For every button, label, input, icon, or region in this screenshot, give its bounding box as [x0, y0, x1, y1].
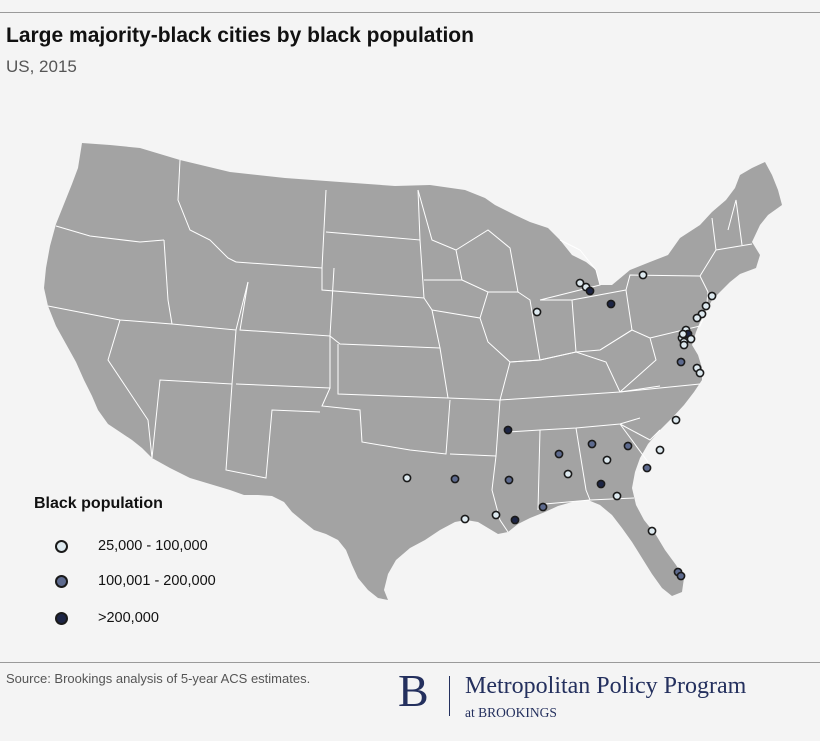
border-mi [539, 239, 601, 301]
city-marker [612, 491, 622, 501]
city-marker [596, 479, 606, 489]
border-az-nm [151, 329, 237, 459]
brookings-logo-letter: B [398, 665, 429, 716]
border-ok-tx [321, 387, 451, 455]
city-marker [538, 502, 548, 512]
city-markers [402, 270, 717, 581]
city-marker [676, 357, 686, 367]
city-marker [686, 334, 696, 344]
city-marker [575, 278, 585, 288]
border-wi-il [455, 229, 519, 293]
legend-item-medium: 100,001 - 200,000 [55, 571, 216, 591]
top-rule [0, 12, 820, 13]
border-ms-al [537, 429, 541, 511]
city-marker [587, 439, 597, 449]
border-nm-east [225, 383, 321, 479]
border-al-ga [575, 427, 591, 501]
border-ky-tn [499, 385, 661, 401]
city-marker [707, 291, 717, 301]
city-marker [491, 510, 501, 520]
city-marker [503, 425, 513, 435]
us-landmass [44, 143, 782, 600]
city-marker [701, 301, 711, 311]
legend-title: Black population [34, 495, 163, 512]
border-id-west [163, 239, 173, 325]
legend-swatch-large [55, 611, 68, 625]
brand-name: Metropolitan Policy Program [465, 673, 747, 699]
legend-label-small: 25,000 - 100,000 [98, 538, 208, 554]
border-id-mt [177, 159, 237, 263]
border-nc-va [619, 383, 701, 393]
legend-item-small: 25,000 - 100,000 [55, 536, 208, 556]
city-marker [655, 445, 665, 455]
legend-label-medium: 100,001 - 200,000 [98, 573, 216, 589]
border-ca-nv [107, 319, 153, 459]
legend-swatch-small [55, 539, 68, 553]
city-marker [606, 299, 616, 309]
map-subtitle: US, 2015 [6, 57, 77, 76]
city-marker [460, 514, 470, 524]
city-marker [563, 469, 573, 479]
city-marker [676, 571, 686, 581]
border-nc-sc [619, 423, 661, 441]
bottom-rule [0, 662, 820, 663]
city-marker [504, 475, 514, 485]
state-borders [47, 159, 753, 533]
border-wy-co [239, 267, 335, 337]
city-marker [647, 526, 657, 536]
source-note: Source: Brookings analysis of 5-year ACS… [6, 671, 311, 686]
legend-item-large: >200,000 [55, 608, 159, 628]
city-marker [678, 329, 688, 339]
brand-divider [449, 676, 450, 716]
border-ks-ok [337, 344, 449, 399]
border-ia-mo [431, 279, 489, 319]
city-marker [602, 455, 612, 465]
city-marker [554, 449, 564, 459]
city-marker [692, 313, 702, 323]
border-la-ms [491, 455, 509, 533]
border-pa-ny [625, 274, 709, 293]
city-marker [671, 415, 681, 425]
city-marker [450, 474, 460, 484]
city-marker [623, 441, 633, 451]
border-sd-ne [321, 239, 425, 299]
city-marker [642, 463, 652, 473]
city-marker [402, 473, 412, 483]
city-marker [585, 286, 595, 296]
us-land-shape [44, 143, 782, 600]
border-ne-states [715, 199, 753, 251]
city-marker [532, 307, 542, 317]
city-marker [695, 368, 705, 378]
city-marker [679, 340, 689, 350]
border-ky-north [509, 351, 621, 393]
border-wa-or [55, 225, 165, 243]
brand-subtitle: at BROOKINGS [465, 705, 557, 720]
legend-label-large: >200,000 [98, 610, 159, 626]
city-marker [638, 270, 648, 280]
map-title: Large majority-black cities by black pop… [6, 24, 474, 47]
city-marker [510, 515, 520, 525]
legend-swatch-medium [55, 574, 68, 588]
